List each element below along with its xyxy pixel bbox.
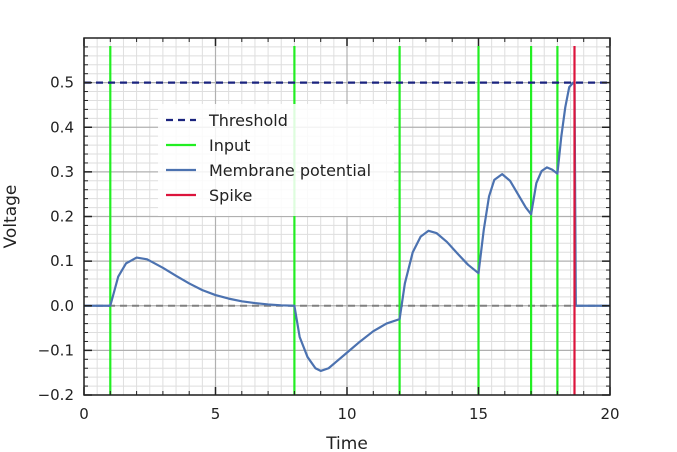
x-tick-label: 15 <box>469 405 488 423</box>
x-tick-label: 0 <box>79 405 89 423</box>
y-tick-label: 0.2 <box>50 208 74 226</box>
legend-label: Input <box>209 136 250 155</box>
y-tick-label: 0.0 <box>50 297 74 315</box>
x-tick-label: 5 <box>211 405 221 423</box>
y-tick-label: 0.3 <box>50 163 74 181</box>
y-tick-label: −0.2 <box>38 386 74 404</box>
legend-label: Spike <box>209 186 252 205</box>
legend-box <box>158 104 394 216</box>
y-axis-title: Voltage <box>1 185 21 249</box>
x-tick-label: 20 <box>600 405 619 423</box>
legend-label: Membrane potential <box>209 161 371 180</box>
y-tick-label: 0.4 <box>50 118 74 136</box>
plot-frame <box>83 37 611 396</box>
y-tick-label: −0.1 <box>38 341 74 359</box>
x-tick-label: 10 <box>337 405 356 423</box>
x-axis-title: Time <box>325 434 368 452</box>
legend-label: Threshold <box>208 111 288 130</box>
membrane-potential-line <box>84 81 610 372</box>
legend: Threshold Input Membrane potential Spike <box>158 104 394 216</box>
y-tick-label: 0.1 <box>50 252 74 270</box>
y-tick-label: 0.5 <box>50 74 74 92</box>
tick-labels: 0 5 10 15 20 −0.2 −0.1 0.0 0.1 0.2 0.3 0.4 0.5 <box>38 74 620 423</box>
